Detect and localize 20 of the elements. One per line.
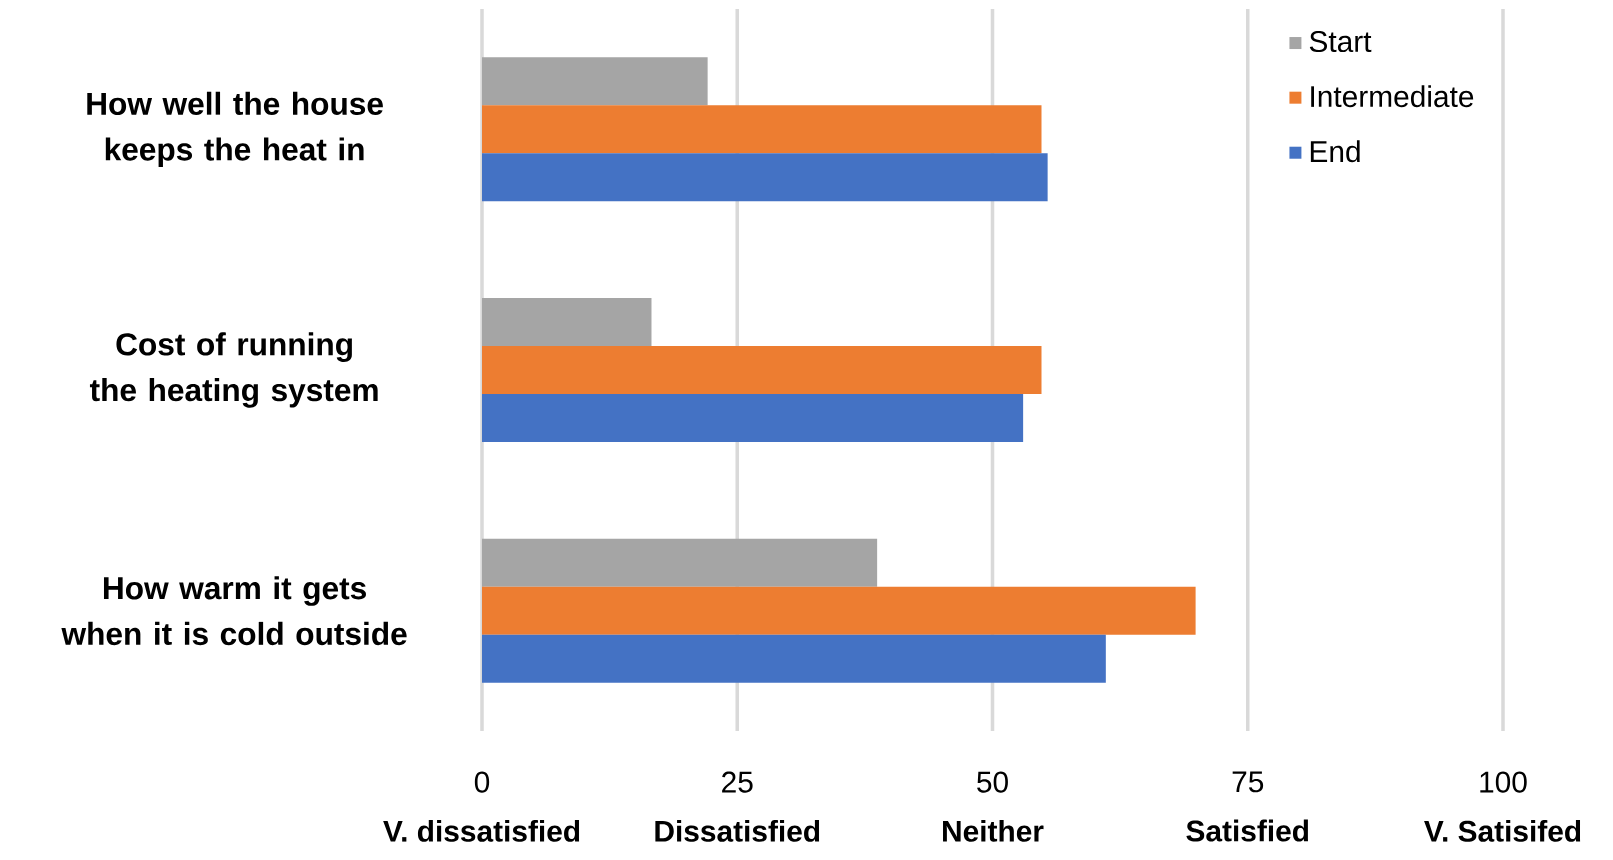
bar xyxy=(482,394,1024,442)
legend-label: Start xyxy=(1309,31,1372,53)
x-tick-label: 25 Dissatisfied xyxy=(655,771,820,842)
x-tick-label: 0 V. dissatisfied xyxy=(383,771,580,842)
y-tick-label: Cost of running the heating system xyxy=(89,332,378,408)
x-tick-label: 100 V. Satisifed xyxy=(1424,771,1581,842)
x-tick-label: 75 Satisfied xyxy=(1186,771,1309,842)
bar xyxy=(482,105,1042,154)
y-tick-label: How warm it gets when it is cold outside xyxy=(61,576,407,646)
legend-label: Intermediate xyxy=(1311,85,1474,108)
bar xyxy=(482,153,1048,202)
legend-label: End xyxy=(1310,140,1360,163)
bar xyxy=(482,297,652,346)
bar xyxy=(482,57,708,106)
y-tick-label: How well the house keeps the heat in xyxy=(87,91,383,167)
bar xyxy=(482,538,878,587)
bar xyxy=(482,586,1196,635)
x-tick-label: 50 Neither xyxy=(943,771,1044,842)
bar xyxy=(482,345,1042,394)
bar xyxy=(482,634,1106,683)
